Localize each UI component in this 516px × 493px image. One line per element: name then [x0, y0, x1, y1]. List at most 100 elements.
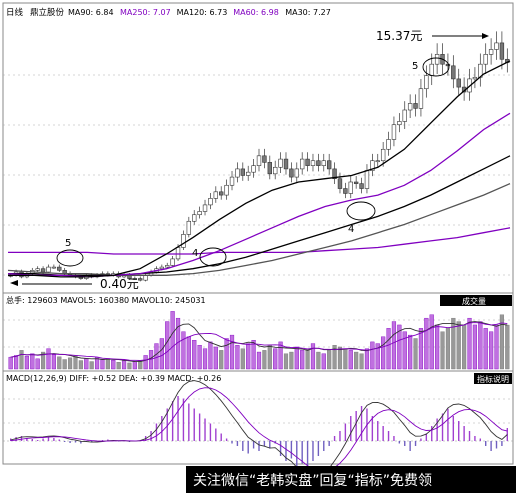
volume-bar [121, 360, 127, 370]
volume-bar [267, 345, 272, 370]
volume-bar [62, 359, 67, 370]
candle-body [46, 266, 51, 273]
volume-bar [472, 324, 478, 370]
candle-body [472, 76, 478, 80]
volume-bar [8, 356, 13, 370]
candle-body [434, 54, 440, 65]
volume-bar [505, 324, 510, 370]
volume-bar [456, 321, 461, 370]
volume-bar [143, 355, 148, 370]
candle-body [402, 109, 407, 122]
volume-bar [154, 343, 159, 370]
volume-bar [57, 356, 62, 370]
candle-body [57, 266, 62, 271]
candle-body [197, 211, 202, 216]
volume-ma-line [10, 321, 508, 363]
period-label: 日线 [6, 7, 24, 18]
candle-body [219, 191, 224, 196]
volume-bar [14, 355, 19, 370]
wave-5-left-label: 5 [65, 238, 71, 249]
candle-body [170, 258, 175, 266]
candle-body [224, 184, 229, 196]
volume-bar [40, 351, 46, 370]
candle-body [494, 42, 499, 50]
candle-body [289, 168, 294, 178]
volume-ma-lines [10, 321, 508, 363]
volume-bar [386, 328, 391, 370]
candle-body [273, 166, 278, 175]
volume-bar [397, 324, 402, 370]
candle-body [251, 165, 256, 173]
volume-bar [89, 361, 94, 370]
volume-bar [402, 331, 407, 370]
candle-body [132, 278, 138, 280]
volume-bar [289, 351, 294, 370]
macd-histogram [9, 396, 509, 469]
ma-line-ma120 [7, 183, 511, 276]
candle-body [165, 265, 170, 268]
candle-body [348, 181, 353, 194]
volume-panel: 总手: 129603 MAVOL5: 160380 MAVOL10: 24503… [6, 295, 512, 370]
volume-bar [213, 346, 218, 370]
ma-header-label: MA250: 7.07 [120, 8, 171, 17]
macd-tab-label[interactable]: 指标说明 [477, 374, 509, 384]
volume-bar [278, 341, 283, 370]
macd-tab[interactable] [474, 373, 512, 384]
volume-bar [224, 338, 229, 370]
volume-bars [8, 311, 510, 370]
volume-bar [478, 321, 483, 370]
volume-bar [408, 334, 413, 370]
volume-bar [462, 324, 467, 370]
candle-body [138, 278, 143, 281]
candle-body [397, 121, 402, 126]
volume-bar [332, 345, 337, 370]
wave-5-top-circle [422, 57, 450, 77]
volume-bar [494, 324, 499, 370]
volume-bar [84, 358, 89, 370]
volume-bar [111, 359, 116, 370]
volume-bar [489, 331, 494, 370]
moving-average-lines [7, 60, 511, 278]
volume-tab[interactable] [440, 295, 512, 306]
volume-bar [343, 348, 348, 370]
volume-bar [219, 350, 224, 370]
volume-bar [251, 339, 256, 370]
volume-bar [235, 345, 240, 370]
candle-body [407, 103, 413, 111]
candle-body [375, 160, 380, 163]
candle-body [483, 54, 488, 65]
volume-bar [30, 353, 35, 370]
volume-bar [181, 331, 186, 370]
volume-bar [132, 361, 137, 370]
candle-body [240, 168, 245, 176]
volume-bar [197, 345, 202, 370]
candle-body [294, 168, 299, 178]
volume-bar [283, 353, 289, 370]
volume-bar [429, 314, 434, 370]
volume-bar [273, 348, 278, 370]
volume-bar [240, 348, 245, 370]
candle-body [413, 103, 418, 109]
high-price-arrowhead [482, 33, 489, 39]
ma-line-ma250 [8, 227, 511, 255]
volume-bar [202, 348, 208, 370]
candlesticks [8, 31, 510, 282]
candle-body [488, 49, 494, 55]
volume-bar [78, 360, 83, 370]
candle-body [370, 160, 375, 171]
candle-body [456, 78, 461, 88]
ma-header-label: MA60: 6.98 [233, 8, 279, 17]
volume-bar [375, 343, 380, 370]
volume-tab-label[interactable]: 成交量 [462, 296, 486, 306]
candle-body [202, 204, 208, 212]
volume-bar [418, 328, 424, 370]
high-price-label: 15.37元 [376, 29, 422, 43]
candle-body [359, 183, 364, 189]
candle-body [35, 268, 40, 271]
macd-diff-line [10, 380, 508, 478]
watermark-text: 关注微信“老韩实盘”回复“指标”免费领 [193, 472, 432, 489]
volume-bar [354, 351, 359, 370]
candle-body [332, 168, 337, 180]
wave-4-left-label: 4 [192, 248, 198, 259]
